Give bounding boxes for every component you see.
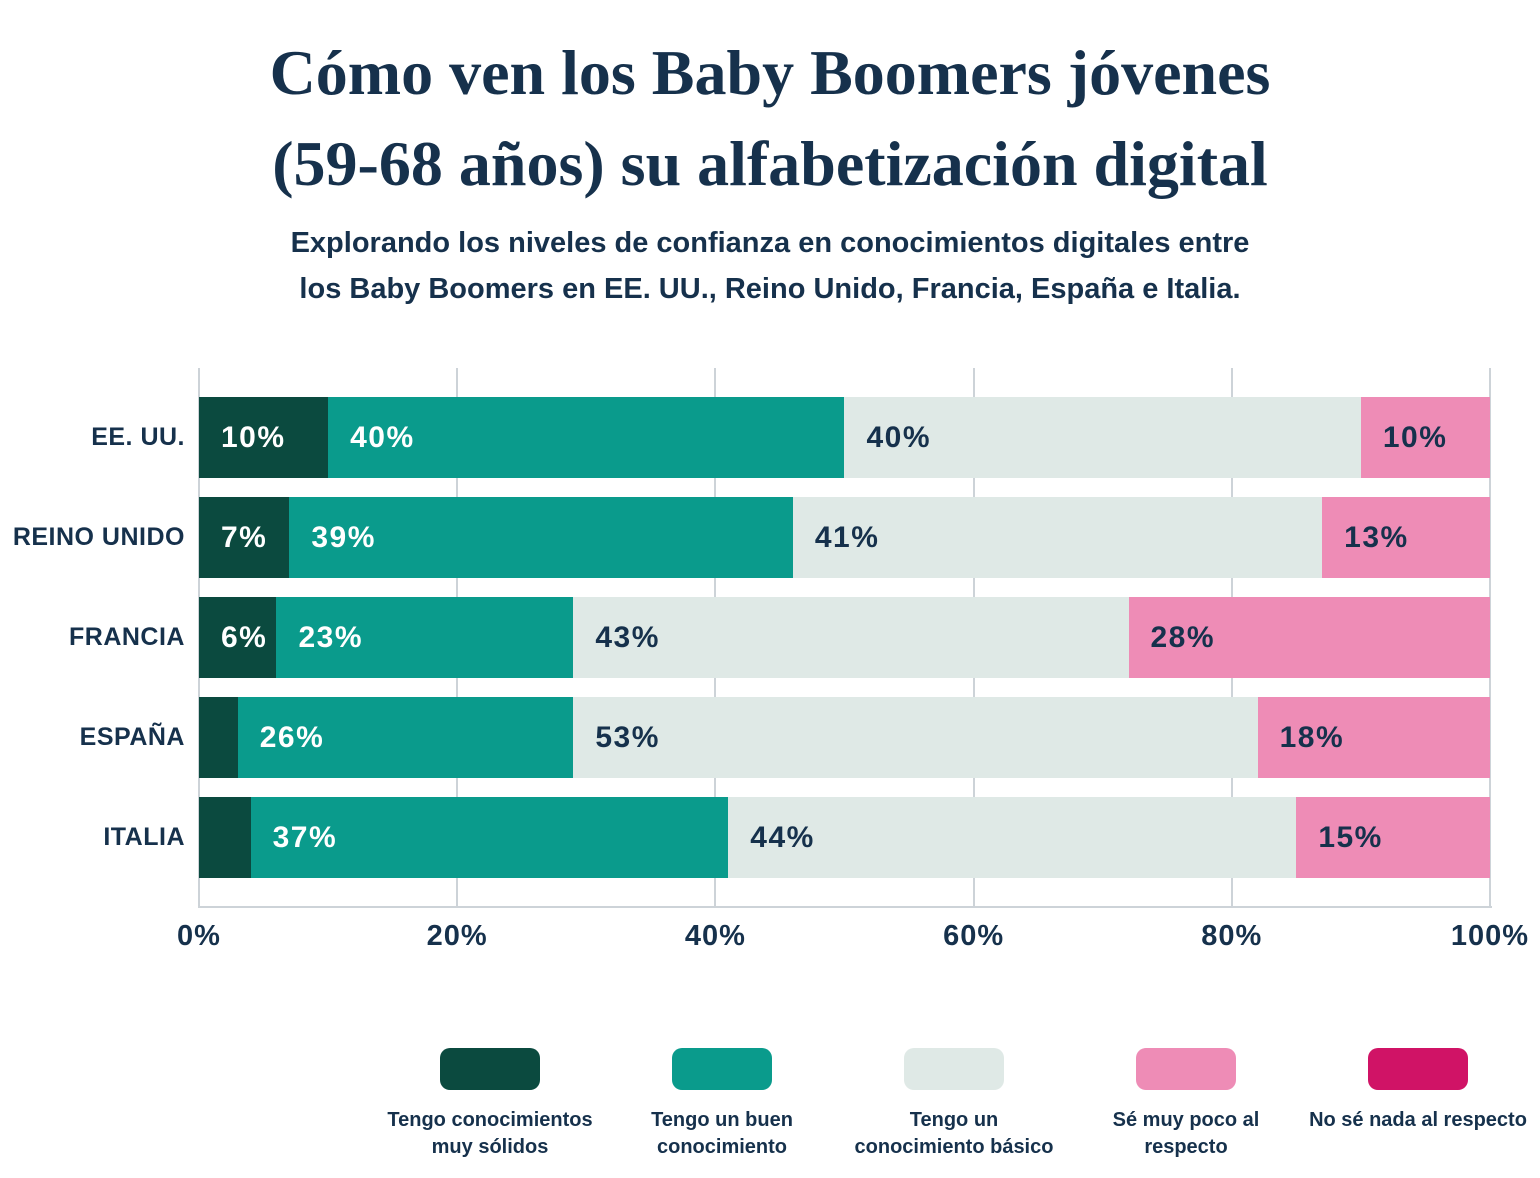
bar-segment: 28%: [1128, 597, 1490, 678]
bar-segment: 39%: [289, 497, 793, 578]
segment-value-label: 26%: [259, 720, 325, 754]
bar-segment: 13%: [1322, 497, 1490, 578]
x-axis-labels: 0% 20% 40% 60% 80% 100%: [0, 920, 1540, 970]
bar-segment: [199, 797, 251, 878]
chart-subtitle: Explorando los niveles de confianza en c…: [0, 220, 1540, 313]
axis-tick-label: 20%: [426, 920, 488, 952]
legend: Tengo conocimientos muy sólidos Tengo un …: [374, 1048, 1534, 1161]
segment-value-label: 23%: [298, 620, 363, 654]
segment-value-label: 40%: [866, 420, 932, 454]
category-label: FRANCIA: [69, 623, 185, 651]
bar-segment: 26%: [237, 697, 574, 778]
segment-value-label: 18%: [1279, 720, 1345, 754]
legend-swatch: [904, 1048, 1004, 1090]
legend-item: Tengo un conocimiento básico: [838, 1048, 1070, 1161]
legend-swatch: [1368, 1048, 1468, 1090]
bar-segment: 53%: [573, 697, 1258, 778]
category-label: ITALIA: [103, 823, 185, 851]
bar-segment: 44%: [728, 797, 1297, 878]
bar-segment: 23%: [276, 597, 574, 678]
axis-tick-label: 100%: [1450, 920, 1530, 952]
legend-label: Tengo un conocimiento básico: [854, 1109, 1054, 1158]
legend-label: Sé muy poco al respecto: [1112, 1109, 1260, 1158]
gridline: [1489, 368, 1491, 908]
segment-value-label: 28%: [1150, 620, 1216, 654]
legend-label: No sé nada al respecto: [1309, 1109, 1527, 1131]
segment-value-label: 6%: [221, 620, 268, 654]
bar-segment: 10%: [199, 397, 329, 478]
bar-segment: [199, 697, 238, 778]
category-label: REINO UNIDO: [12, 523, 185, 551]
bar-segment: 40%: [328, 397, 845, 478]
stacked-bar-chart: EE. UU. 10% 40% 40% 10% REINO UNIDO 7% 39% 41% 13…: [0, 368, 1540, 908]
chart-subtitle-line2: los Baby Boomers en EE. UU., Reino Unido…: [299, 273, 1241, 306]
segment-value-label: 53%: [595, 720, 660, 754]
x-axis-baseline: [199, 906, 1492, 908]
legend-swatch: [440, 1048, 540, 1090]
chart-title-line1: Cómo ven los Baby Boomers jóvenes: [269, 37, 1271, 108]
legend-item: Sé muy poco al respecto: [1070, 1048, 1302, 1161]
segment-value-label: 44%: [750, 820, 815, 854]
segment-value-label: 7%: [221, 520, 268, 554]
bar-segment: 37%: [250, 797, 729, 878]
bar-row: EE. UU. 10% 40% 40% 10%: [0, 397, 1490, 478]
segment-value-label: 40%: [350, 420, 415, 454]
bar-segment: 15%: [1296, 797, 1490, 878]
bar-segments: 7% 39% 41% 13%: [199, 497, 1490, 578]
axis-tick-label: 60%: [943, 920, 1005, 952]
bar-segments: 37% 44% 15%: [199, 797, 1490, 878]
legend-item: No sé nada al respecto: [1302, 1048, 1534, 1161]
bar-segments: 6% 23% 43% 28%: [199, 597, 1490, 678]
legend-item: Tengo conocimientos muy sólidos: [374, 1048, 606, 1161]
segment-value-label: 15%: [1318, 820, 1383, 854]
chart-subtitle-line1: Explorando los niveles de confianza en c…: [290, 227, 1250, 259]
axis-tick-label: 0%: [177, 920, 221, 952]
segment-value-label: 37%: [272, 820, 338, 854]
segment-value-label: 10%: [221, 420, 286, 454]
bar-segment: 6%: [199, 597, 277, 678]
bar-segment: 18%: [1257, 697, 1490, 778]
bar-segment: 43%: [573, 597, 1129, 678]
legend-swatch: [1136, 1048, 1236, 1090]
bar-segment: 10%: [1360, 397, 1490, 478]
segment-value-label: 43%: [595, 620, 660, 654]
legend-item: Tengo un buen conocimiento: [606, 1048, 838, 1161]
bar-segment: 7%: [199, 497, 290, 578]
bar-row: FRANCIA 6% 23% 43% 28%: [0, 597, 1490, 678]
chart-title: Cómo ven los Baby Boomers jóvenes (59-68…: [0, 28, 1540, 210]
bar-row: ESPAÑA 26% 53% 18%: [0, 697, 1490, 778]
segment-value-label: 10%: [1382, 420, 1448, 454]
category-label: EE. UU.: [91, 423, 185, 451]
legend-label: Tengo conocimientos muy sólidos: [387, 1109, 593, 1158]
chart-title-line2: (59-68 años) su alfabetización digital: [272, 127, 1268, 199]
bar-row: REINO UNIDO 7% 39% 41% 13%: [0, 497, 1490, 578]
bar-segments: 10% 40% 40% 10%: [199, 397, 1490, 478]
bar-row: ITALIA 37% 44% 15%: [0, 797, 1490, 878]
segment-value-label: 41%: [814, 520, 880, 554]
category-label: ESPAÑA: [79, 723, 185, 751]
legend-label: Tengo un buen conocimiento: [651, 1109, 793, 1158]
segment-value-label: 39%: [311, 520, 376, 554]
axis-tick-label: 40%: [684, 920, 746, 952]
bar-segment: 40%: [844, 397, 1361, 478]
segment-value-label: 13%: [1344, 520, 1409, 554]
legend-swatch: [672, 1048, 772, 1090]
bar-segments: 26% 53% 18%: [199, 697, 1490, 778]
bar-segment: 41%: [792, 497, 1323, 578]
axis-tick-label: 80%: [1201, 920, 1263, 952]
